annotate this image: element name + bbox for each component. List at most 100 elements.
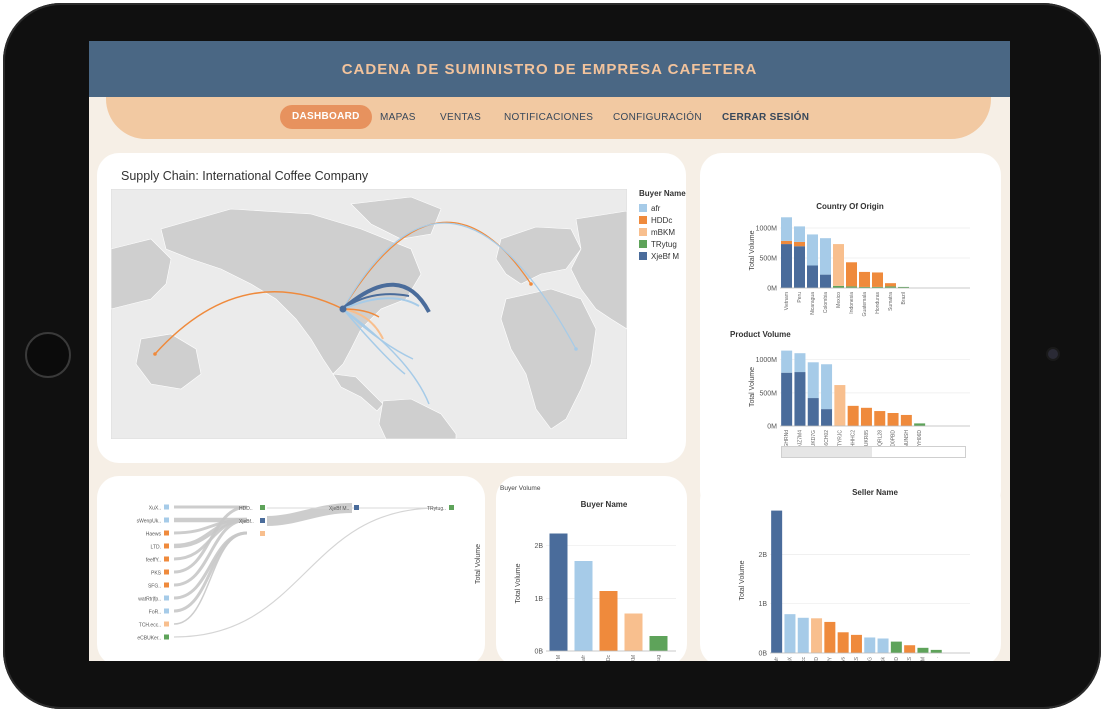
bar[interactable] xyxy=(860,407,872,426)
legend-item[interactable]: afr xyxy=(639,202,686,214)
sankey-node[interactable] xyxy=(164,608,169,614)
sankey-node[interactable] xyxy=(260,531,265,536)
sankey-node[interactable] xyxy=(164,634,169,640)
legend-item[interactable]: mBKM xyxy=(639,226,686,238)
bar[interactable] xyxy=(811,618,823,653)
bar[interactable] xyxy=(846,262,857,287)
sankey-left-label: Haews xyxy=(146,532,162,538)
bar[interactable] xyxy=(833,285,844,288)
nav-ventas[interactable]: VENTAS xyxy=(440,112,482,123)
bar[interactable] xyxy=(794,353,806,373)
bar[interactable] xyxy=(885,286,896,288)
bar[interactable] xyxy=(549,533,568,652)
buyer-volume-chart[interactable]: Buyer Volume Buyer Name Total Volume 2B 1B 0B… xyxy=(496,476,687,661)
bar[interactable] xyxy=(900,414,912,426)
bar[interactable] xyxy=(820,274,831,288)
bar[interactable] xyxy=(833,244,844,286)
x-tick-label: xGHRNd xyxy=(784,430,790,450)
sankey-node[interactable] xyxy=(354,505,359,510)
y-tick-label: 1B xyxy=(534,596,543,603)
bar[interactable] xyxy=(930,649,942,653)
sankey-node[interactable] xyxy=(164,595,169,601)
bar[interactable] xyxy=(824,621,836,653)
bar[interactable] xyxy=(917,647,929,653)
bar[interactable] xyxy=(807,234,818,266)
bar[interactable] xyxy=(850,634,862,653)
x-tick-label: 6UKD7G xyxy=(811,430,817,450)
bar[interactable] xyxy=(781,240,792,245)
x-tick-label: Haews xyxy=(841,657,847,661)
scrollbar[interactable] xyxy=(781,446,966,458)
nav-dashboard[interactable]: DASHBOARD xyxy=(280,105,372,129)
bar[interactable] xyxy=(914,423,926,426)
sankey-left-label: sWenpUk.. xyxy=(137,519,161,525)
bar[interactable] xyxy=(781,217,792,241)
bar[interactable] xyxy=(847,405,859,426)
bar[interactable] xyxy=(890,641,902,653)
sankey-node[interactable] xyxy=(164,530,169,536)
legend-item[interactable]: XjeBf M xyxy=(639,250,686,262)
scrollbar-thumb[interactable] xyxy=(782,447,872,457)
sankey-node[interactable] xyxy=(164,543,169,549)
bar[interactable] xyxy=(846,286,857,288)
bar[interactable] xyxy=(574,561,593,651)
bar[interactable] xyxy=(885,283,896,287)
bar[interactable] xyxy=(872,272,883,287)
bar[interactable] xyxy=(877,638,889,654)
bar[interactable] xyxy=(898,286,909,288)
nav-mapas[interactable]: MAPAS xyxy=(380,112,416,123)
bar[interactable] xyxy=(859,286,870,288)
bar[interactable] xyxy=(784,614,796,653)
bar[interactable] xyxy=(872,286,883,288)
bar[interactable] xyxy=(771,510,783,653)
bar[interactable] xyxy=(887,413,899,426)
sankey-node[interactable] xyxy=(164,569,169,575)
seller-name-chart[interactable]: Seller Name Total Volume 2B 1B 0B afr XuX XCR.e… xyxy=(700,478,1001,661)
bar[interactable] xyxy=(820,238,831,275)
sankey-node[interactable] xyxy=(260,505,265,510)
bar[interactable] xyxy=(807,362,819,399)
bar[interactable] xyxy=(904,645,916,653)
legend-item[interactable]: TRytug xyxy=(639,238,686,250)
nav-logout[interactable]: CERRAR SESIÓN xyxy=(722,112,810,123)
bar[interactable] xyxy=(794,246,805,288)
sankey-flow xyxy=(173,505,248,574)
map-legend: Buyer Name afr HDDc mBKM TRytug XjeBf M xyxy=(639,189,686,262)
sankey-node[interactable] xyxy=(164,556,169,562)
bar[interactable] xyxy=(807,265,818,289)
home-button[interactable] xyxy=(25,332,71,378)
bar[interactable] xyxy=(807,398,819,426)
sankey-node[interactable] xyxy=(164,504,169,510)
bar[interactable] xyxy=(821,409,833,426)
bar[interactable] xyxy=(864,637,876,653)
bar[interactable] xyxy=(624,613,643,652)
bar[interactable] xyxy=(794,226,805,242)
x-tick-label: . xyxy=(934,657,940,658)
bar[interactable] xyxy=(649,636,668,651)
bar[interactable] xyxy=(859,271,870,287)
bar[interactable] xyxy=(794,241,805,247)
bar[interactable] xyxy=(794,372,806,426)
sankey-node[interactable] xyxy=(164,621,169,627)
nav-configuracion[interactable]: CONFIGURACIÓN xyxy=(613,112,702,123)
supply-chain-map[interactable] xyxy=(111,189,627,439)
bar[interactable] xyxy=(599,591,618,651)
sankey-node[interactable] xyxy=(449,505,454,510)
bar[interactable] xyxy=(821,364,833,410)
bar[interactable] xyxy=(874,411,886,426)
legend-item[interactable]: HDDc xyxy=(639,214,686,226)
chart-header: Buyer Volume xyxy=(500,485,541,492)
bar[interactable] xyxy=(834,385,846,426)
bar[interactable] xyxy=(837,632,849,653)
bar[interactable] xyxy=(781,350,793,373)
bar[interactable] xyxy=(797,617,809,653)
sankey-node[interactable] xyxy=(164,582,169,588)
buyer-seller-sankey[interactable]: XuX.. sWenpUk.. Haews LTD. feeffY.. PKS SFG.. w… xyxy=(97,476,485,661)
sankey-node[interactable] xyxy=(164,517,169,523)
bar[interactable] xyxy=(781,244,792,288)
bar[interactable] xyxy=(781,372,793,426)
nav-notificaciones[interactable]: NOTIFICACIONES xyxy=(504,112,594,123)
sankey-node[interactable] xyxy=(260,518,265,523)
